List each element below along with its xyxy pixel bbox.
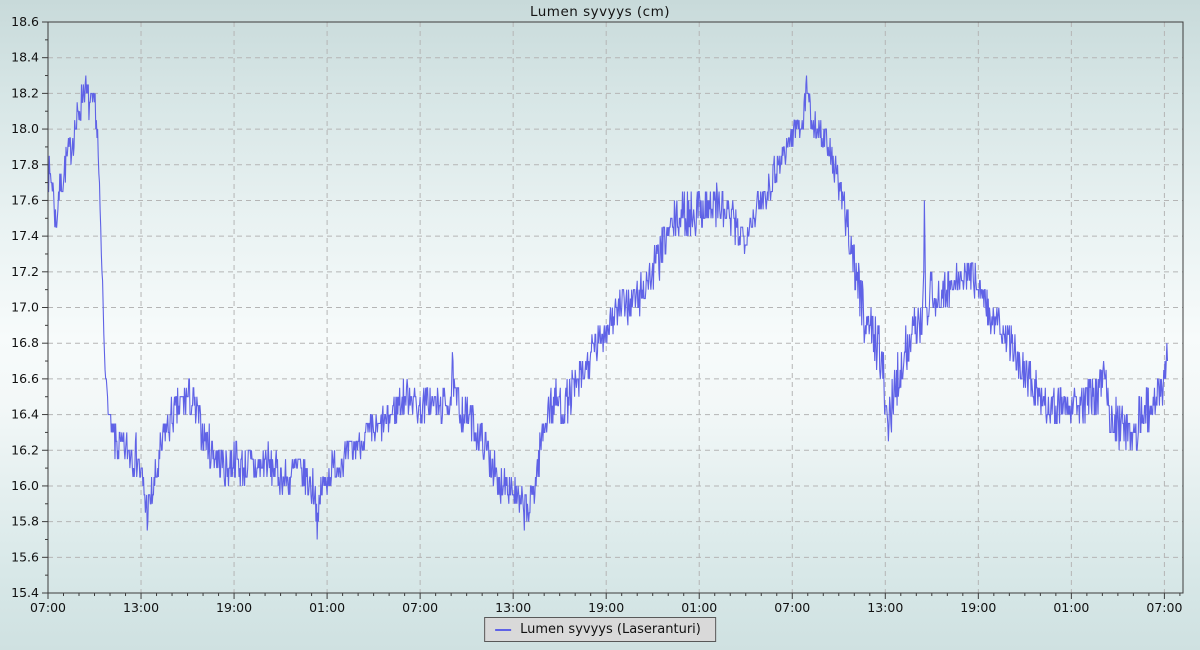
legend-series-marker-icon [495,628,512,631]
svg-text:15.6: 15.6 [11,549,39,564]
svg-text:19:00: 19:00 [588,600,624,615]
svg-text:01:00: 01:00 [1053,600,1089,615]
svg-text:07:00: 07:00 [30,600,66,615]
svg-text:13:00: 13:00 [867,600,903,615]
svg-text:16.4: 16.4 [11,407,39,422]
svg-text:17.2: 17.2 [11,264,39,279]
svg-text:17.6: 17.6 [11,192,39,207]
svg-text:16.2: 16.2 [11,442,39,457]
svg-text:01:00: 01:00 [681,600,717,615]
svg-text:18.0: 18.0 [11,121,39,136]
svg-text:18.6: 18.6 [11,14,39,29]
legend: Lumen syvyys (Laseranturi) [484,617,716,642]
svg-text:07:00: 07:00 [1146,600,1182,615]
svg-text:18.2: 18.2 [11,85,39,100]
svg-text:17.4: 17.4 [11,228,39,243]
svg-text:16.6: 16.6 [11,371,39,386]
plot-border [47,21,1184,594]
series-line [48,75,1169,540]
svg-text:07:00: 07:00 [774,600,810,615]
svg-text:19:00: 19:00 [216,600,252,615]
svg-text:16.0: 16.0 [11,478,39,493]
svg-text:13:00: 13:00 [495,600,531,615]
x-tick-labels: 07:00 13:00 19:00 01:00 07:00 13:00 19:00 01:00… [30,600,1182,615]
axis-ticks [42,21,1181,599]
y-tick-labels: 15.4 15.6 15.8 16.0 16.2 16.4 16.6 16.8 17.0 17.2… [11,14,39,600]
legend-series-label: Lumen syvyys (Laseranturi) [520,622,701,637]
gridlines [48,22,1183,593]
svg-text:17.8: 17.8 [11,157,39,172]
svg-text:01:00: 01:00 [309,600,345,615]
svg-text:19:00: 19:00 [960,600,996,615]
svg-text:18.4: 18.4 [11,50,39,65]
svg-text:17.0: 17.0 [11,300,39,315]
svg-text:16.8: 16.8 [11,335,39,350]
chart-title: Lumen syvyys (cm) [529,4,671,20]
svg-text:15.8: 15.8 [11,514,39,529]
svg-text:15.4: 15.4 [11,585,39,600]
svg-text:13:00: 13:00 [123,600,159,615]
svg-text:07:00: 07:00 [402,600,438,615]
